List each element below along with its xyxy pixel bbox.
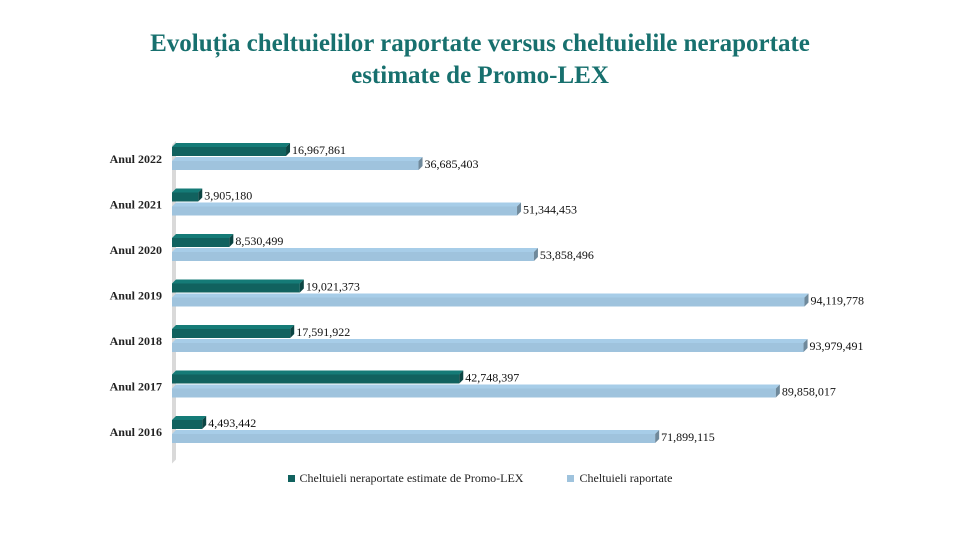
legend-item-unreported: Cheltuieli neraportate estimate de Promo… xyxy=(287,471,524,486)
chart-title-line-2: estimate de Promo-LEX xyxy=(351,62,609,89)
value-label-unreported: 19,021,373 xyxy=(306,280,360,294)
value-label-reported: 36,685,403 xyxy=(425,157,479,171)
bar-reported xyxy=(172,293,809,307)
bar-reported xyxy=(172,202,522,216)
value-label-reported: 53,858,496 xyxy=(540,248,594,262)
value-label-reported: 94,119,778 xyxy=(810,294,864,308)
value-label-unreported: 8,530,499 xyxy=(235,234,283,248)
bar-unreported xyxy=(172,188,203,202)
chart-title: Evoluția cheltuielilor raportate versus … xyxy=(0,28,960,92)
value-label-unreported: 16,967,861 xyxy=(292,143,346,157)
category-label: Anul 2016 xyxy=(110,425,162,439)
legend-swatch-reported xyxy=(567,475,575,482)
category-label: Anul 2021 xyxy=(110,198,162,212)
value-label-unreported: 42,748,397 xyxy=(465,371,519,385)
category-label: Anul 2022 xyxy=(110,152,162,166)
legend-label-unreported: Cheltuieli neraportate estimate de Promo… xyxy=(299,471,524,485)
bar-unreported xyxy=(172,279,304,293)
bar-unreported xyxy=(172,325,295,338)
value-label-reported: 93,979,491 xyxy=(810,339,864,353)
bar-unreported xyxy=(172,370,464,384)
category-label: Anul 2019 xyxy=(110,289,162,303)
bar-reported xyxy=(172,339,808,352)
bar-unreported xyxy=(172,416,207,429)
value-label-reported: 71,899,115 xyxy=(661,430,715,444)
bar-reported xyxy=(172,248,538,261)
value-label-unreported: 4,493,442 xyxy=(208,416,256,430)
category-label: Anul 2017 xyxy=(110,380,162,394)
bar-reported xyxy=(172,384,780,398)
value-label-unreported: 3,905,180 xyxy=(204,189,252,203)
bar-reported xyxy=(172,157,423,170)
category-label: Anul 2018 xyxy=(110,334,162,348)
chart-legend: Cheltuieli neraportate estimate de Promo… xyxy=(0,471,960,486)
chart-title-line-1: Evoluția cheltuielilor raportate versus … xyxy=(150,30,810,57)
legend-swatch-unreported xyxy=(287,475,295,482)
bar-unreported xyxy=(172,234,234,247)
category-label: Anul 2020 xyxy=(110,243,162,257)
value-label-reported: 89,858,017 xyxy=(782,385,836,399)
legend-item-reported: Cheltuieli raportate xyxy=(567,471,672,486)
value-label-reported: 51,344,453 xyxy=(523,203,577,217)
legend-label-reported: Cheltuieli raportate xyxy=(579,471,673,485)
value-label-unreported: 17,591,922 xyxy=(296,325,350,339)
bar-unreported xyxy=(172,143,291,156)
bar-reported xyxy=(172,430,660,443)
